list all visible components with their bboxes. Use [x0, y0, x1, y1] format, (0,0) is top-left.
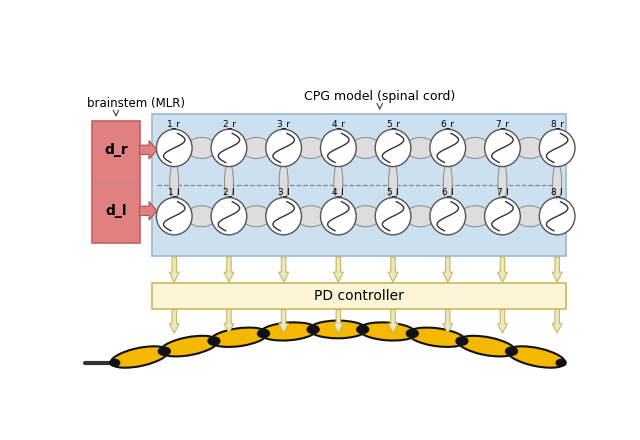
Ellipse shape — [430, 129, 466, 167]
Ellipse shape — [186, 206, 216, 227]
Ellipse shape — [351, 137, 381, 158]
Polygon shape — [333, 257, 343, 282]
Ellipse shape — [375, 129, 411, 167]
Polygon shape — [140, 202, 157, 220]
Ellipse shape — [211, 129, 247, 167]
Polygon shape — [278, 310, 289, 333]
Ellipse shape — [211, 198, 247, 235]
Ellipse shape — [351, 206, 381, 227]
Text: 3_r: 3_r — [276, 119, 291, 128]
Ellipse shape — [266, 198, 301, 235]
Ellipse shape — [515, 137, 545, 158]
Text: PD controller: PD controller — [314, 289, 404, 303]
Polygon shape — [169, 310, 179, 333]
Ellipse shape — [388, 162, 397, 202]
Circle shape — [257, 330, 269, 337]
Ellipse shape — [515, 206, 545, 227]
Polygon shape — [497, 257, 508, 282]
Ellipse shape — [460, 137, 490, 158]
Text: 1_r: 1_r — [167, 119, 181, 128]
Ellipse shape — [186, 137, 216, 158]
Polygon shape — [552, 310, 562, 333]
Text: 2_l: 2_l — [223, 187, 236, 197]
Polygon shape — [169, 257, 179, 282]
Polygon shape — [388, 310, 398, 333]
Ellipse shape — [321, 129, 356, 167]
Text: 3_l: 3_l — [277, 187, 290, 197]
Ellipse shape — [334, 162, 343, 202]
Ellipse shape — [161, 336, 218, 356]
Ellipse shape — [241, 206, 271, 227]
Text: 2_r: 2_r — [222, 119, 236, 128]
Ellipse shape — [484, 129, 520, 167]
Ellipse shape — [484, 198, 520, 235]
Ellipse shape — [444, 162, 452, 202]
Ellipse shape — [156, 198, 192, 235]
Text: 5_r: 5_r — [386, 119, 400, 128]
Circle shape — [406, 330, 419, 337]
Text: 8_l: 8_l — [550, 187, 564, 197]
Circle shape — [307, 325, 319, 334]
Ellipse shape — [405, 137, 435, 158]
Ellipse shape — [405, 206, 435, 227]
Text: 7_r: 7_r — [495, 119, 509, 128]
Circle shape — [110, 359, 120, 366]
Ellipse shape — [375, 198, 411, 235]
Ellipse shape — [225, 162, 234, 202]
Ellipse shape — [359, 323, 416, 341]
Polygon shape — [224, 310, 234, 333]
Polygon shape — [443, 310, 452, 333]
Text: 6_l: 6_l — [442, 187, 454, 197]
Circle shape — [158, 347, 170, 355]
Ellipse shape — [296, 206, 326, 227]
Text: 7_l: 7_l — [496, 187, 509, 197]
Ellipse shape — [430, 198, 466, 235]
Ellipse shape — [460, 206, 490, 227]
Ellipse shape — [508, 346, 565, 368]
Polygon shape — [224, 257, 234, 282]
FancyBboxPatch shape — [152, 283, 566, 308]
Text: 1_l: 1_l — [168, 187, 180, 197]
Circle shape — [556, 359, 566, 366]
FancyBboxPatch shape — [152, 114, 566, 256]
Circle shape — [356, 325, 369, 334]
Ellipse shape — [309, 321, 367, 338]
Circle shape — [456, 337, 468, 345]
Circle shape — [208, 337, 220, 345]
Ellipse shape — [170, 162, 179, 202]
Polygon shape — [497, 310, 508, 333]
Text: d_l: d_l — [105, 204, 127, 218]
Ellipse shape — [260, 323, 317, 341]
Polygon shape — [443, 257, 452, 282]
Ellipse shape — [156, 129, 192, 167]
Ellipse shape — [553, 162, 562, 202]
Text: 8_r: 8_r — [550, 119, 564, 128]
Text: CPG model (spinal cord): CPG model (spinal cord) — [304, 90, 455, 103]
Ellipse shape — [210, 327, 268, 347]
Ellipse shape — [458, 336, 515, 356]
Ellipse shape — [540, 129, 575, 167]
Ellipse shape — [266, 129, 301, 167]
Ellipse shape — [540, 198, 575, 235]
Polygon shape — [388, 257, 398, 282]
Polygon shape — [140, 140, 157, 159]
Text: brainstem (MLR): brainstem (MLR) — [88, 97, 186, 110]
Ellipse shape — [111, 346, 168, 368]
Ellipse shape — [241, 137, 271, 158]
Ellipse shape — [321, 198, 356, 235]
Text: d_r: d_r — [104, 143, 128, 157]
Polygon shape — [333, 310, 343, 333]
Text: 4_l: 4_l — [332, 187, 345, 197]
Polygon shape — [278, 257, 289, 282]
Ellipse shape — [498, 162, 507, 202]
Circle shape — [506, 347, 518, 355]
Text: 6_r: 6_r — [441, 119, 455, 128]
Ellipse shape — [408, 327, 466, 347]
Text: 5_l: 5_l — [387, 187, 399, 197]
Text: 4_r: 4_r — [332, 119, 346, 128]
Ellipse shape — [279, 162, 288, 202]
Polygon shape — [552, 257, 562, 282]
FancyBboxPatch shape — [92, 121, 140, 242]
Ellipse shape — [296, 137, 326, 158]
